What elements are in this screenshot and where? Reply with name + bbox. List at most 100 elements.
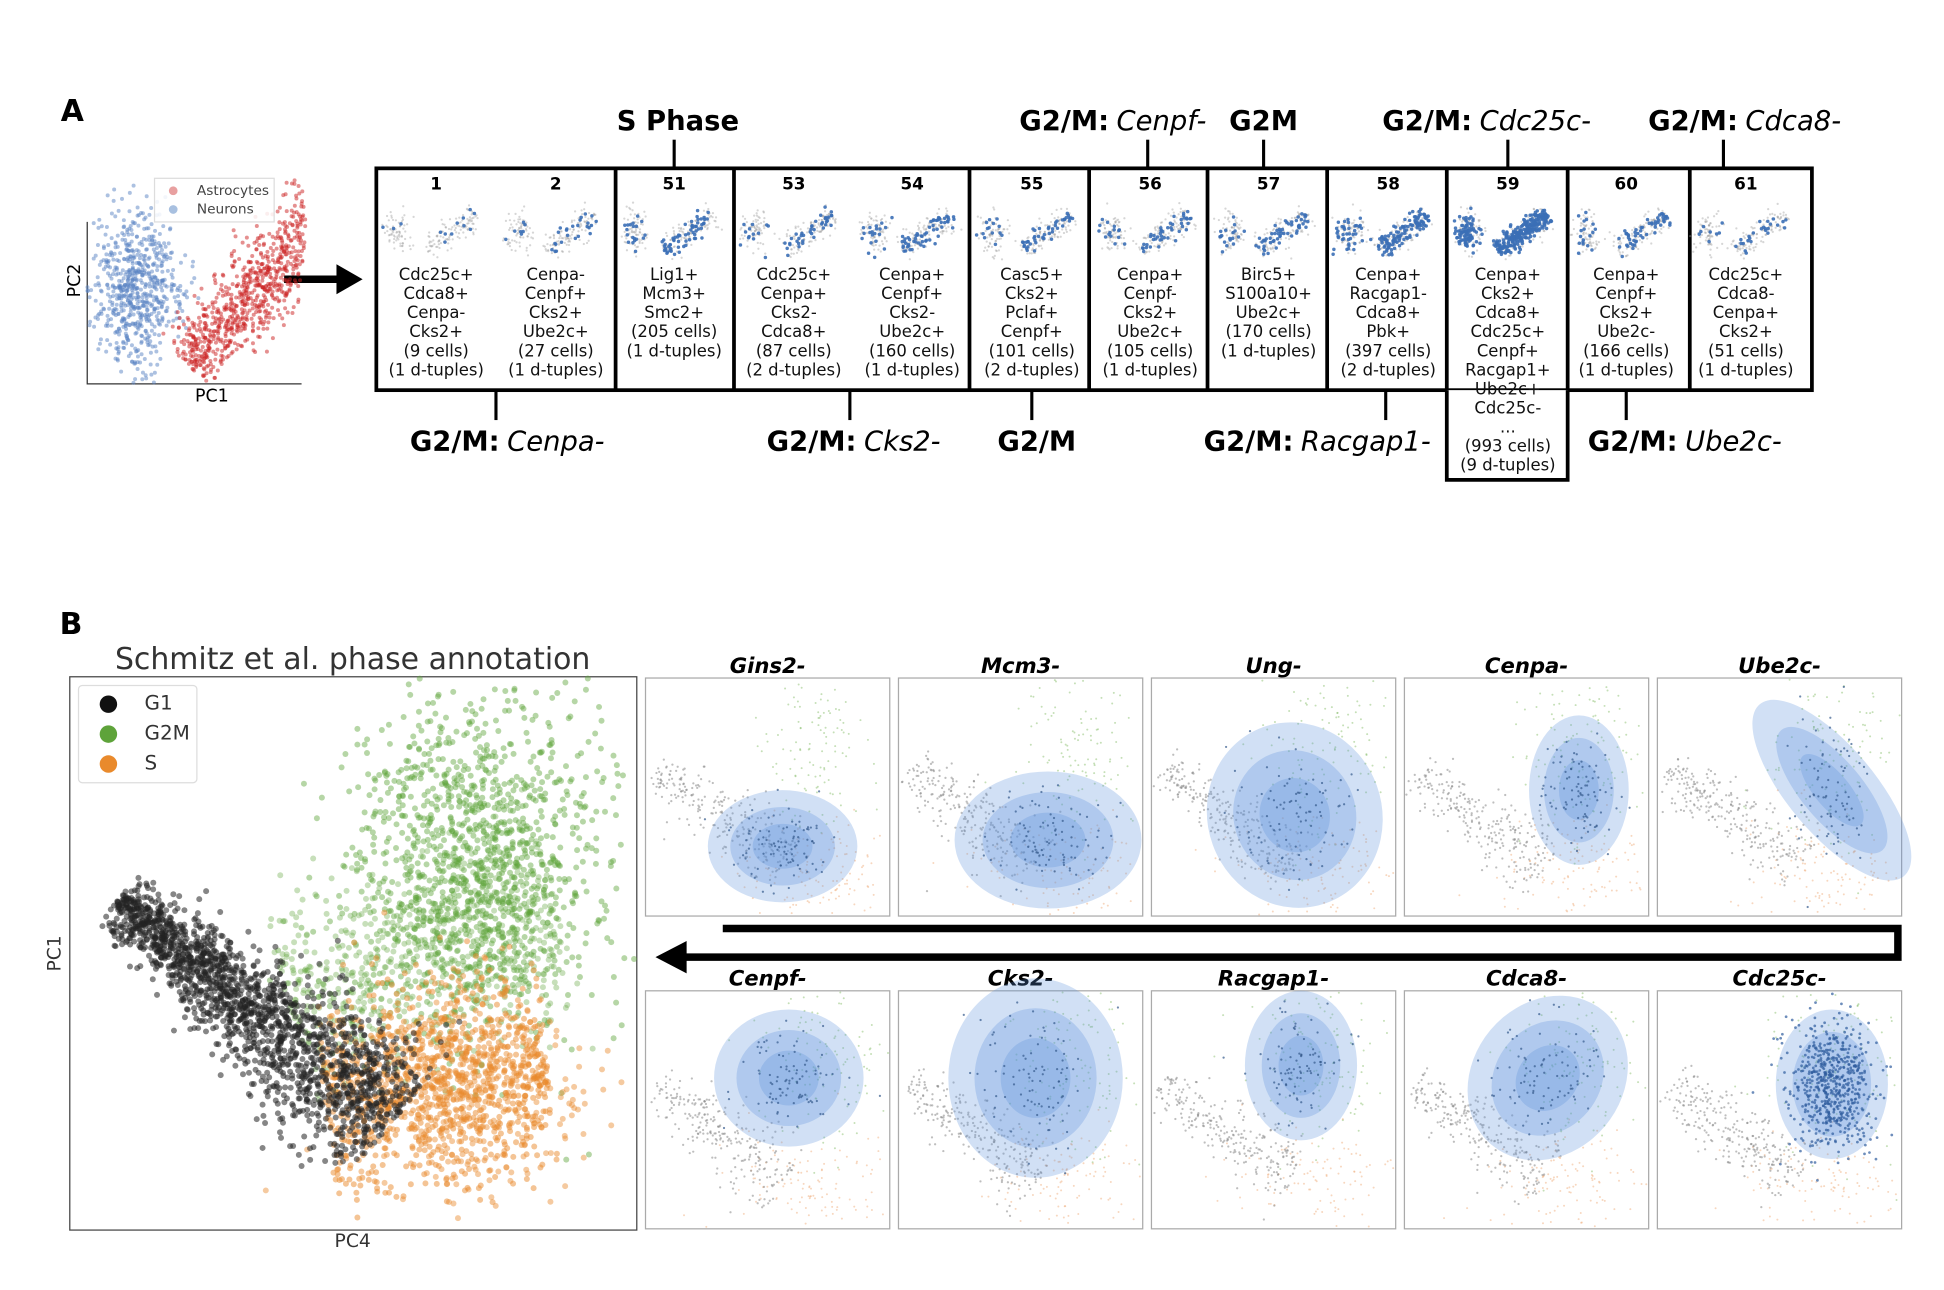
point (1474, 240, 1479, 244)
point (85, 288, 90, 293)
point (275, 209, 280, 214)
point (168, 226, 173, 231)
point (147, 281, 152, 286)
point (1510, 238, 1514, 242)
point (789, 236, 794, 241)
point (979, 216, 982, 219)
point (634, 224, 639, 229)
point (524, 227, 528, 231)
point (1507, 249, 1511, 253)
point (579, 223, 583, 226)
point (143, 261, 148, 266)
point (927, 225, 932, 230)
point (1261, 252, 1266, 256)
point (170, 275, 175, 280)
arrow (682, 924, 1902, 961)
point (526, 225, 529, 228)
point (1659, 212, 1664, 216)
point (153, 250, 158, 255)
point (896, 235, 899, 239)
point (1593, 247, 1596, 251)
point (1378, 228, 1381, 232)
point (881, 230, 884, 233)
label-italic: Racgap1- (1301, 426, 1431, 457)
point (136, 223, 141, 228)
point (1755, 242, 1758, 246)
point (228, 315, 233, 320)
point (1074, 223, 1077, 226)
point (871, 237, 874, 240)
cell-text: (1 d-tuples) (1698, 360, 1793, 379)
point (1110, 246, 1113, 250)
point (245, 302, 250, 307)
point (1000, 233, 1004, 238)
point (1103, 235, 1108, 239)
point (403, 214, 406, 217)
point (923, 232, 927, 236)
point (468, 227, 473, 232)
point (1767, 207, 1770, 211)
point (132, 305, 137, 310)
point (984, 220, 989, 225)
point (88, 319, 93, 324)
cell-text: Ube2c- (1597, 322, 1655, 341)
point (1286, 222, 1291, 226)
point (447, 242, 450, 245)
point (386, 225, 389, 229)
point (977, 237, 980, 240)
point (1173, 239, 1178, 243)
point (1053, 216, 1056, 220)
point (1498, 246, 1503, 251)
point (745, 221, 748, 224)
point (1347, 226, 1351, 231)
point (383, 231, 387, 235)
point (1779, 216, 1782, 220)
group-label: G2/M: Cenpf- (1019, 106, 1206, 137)
point (704, 202, 707, 205)
point (401, 244, 404, 247)
point (883, 236, 886, 239)
point (1400, 232, 1404, 236)
point (999, 237, 1003, 240)
point (144, 194, 149, 199)
label-bold: G2/M: (410, 426, 500, 457)
point (1313, 224, 1316, 228)
point (298, 278, 303, 283)
point (634, 228, 638, 232)
point (105, 338, 110, 343)
point (1231, 230, 1235, 235)
point (275, 269, 280, 274)
point (1455, 236, 1459, 240)
cell-text: Cenpa+ (1475, 265, 1541, 284)
point (526, 235, 529, 238)
point (554, 242, 558, 246)
point (796, 241, 801, 246)
cell-text: Lig1+ (650, 265, 698, 284)
point (1112, 228, 1116, 232)
point (150, 269, 155, 274)
point (202, 327, 207, 332)
point (916, 224, 920, 228)
point (140, 211, 145, 216)
point (1157, 249, 1160, 252)
point (679, 228, 683, 231)
point (270, 252, 275, 257)
point (105, 321, 110, 326)
point (224, 289, 229, 294)
point (1538, 212, 1542, 217)
point (123, 241, 128, 246)
point (528, 227, 531, 230)
point (1129, 227, 1132, 230)
point (699, 217, 703, 221)
point (1358, 223, 1362, 228)
point (950, 232, 953, 235)
point (264, 308, 269, 313)
point (1173, 225, 1176, 229)
point (1109, 234, 1113, 238)
point (231, 228, 236, 233)
point (1503, 250, 1507, 255)
point (243, 317, 248, 321)
cell-text: Cenpa- (407, 303, 466, 322)
point (287, 221, 292, 226)
point (755, 229, 758, 232)
